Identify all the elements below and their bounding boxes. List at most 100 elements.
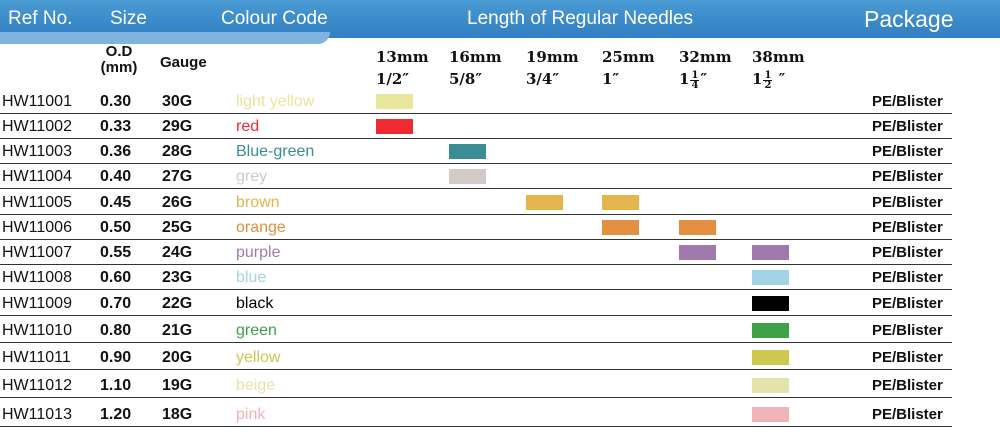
gauge-cell: 30G: [162, 93, 193, 110]
gauge-cell: 22G: [162, 295, 193, 312]
ref-no-cell: HW11009: [2, 295, 72, 312]
colour-code-header: Colour Code: [221, 8, 328, 29]
gauge-cell: 18G: [162, 406, 193, 423]
gauge-cell: 20G: [162, 349, 193, 366]
inch-mark: ″: [773, 70, 786, 88]
gauge-cell: 25G: [162, 219, 193, 236]
length-inch-label: 5/8″: [449, 70, 483, 88]
package-cell: PE/Blister: [872, 406, 943, 423]
od-cell: 0.45: [100, 194, 132, 211]
od-label: O.D: [105, 43, 133, 60]
colour-swatch: [376, 94, 413, 109]
row-divider: [0, 397, 952, 398]
ref-no-cell: HW11003: [2, 143, 72, 160]
table-row: HW11012 1.10 19G beige PE/Blister: [0, 373, 1000, 398]
length-col-header: 19mm 3/4″: [526, 46, 579, 90]
inch-fraction-num: 1: [690, 69, 700, 81]
gauge-cell: 23G: [162, 269, 193, 286]
length-inch-label: 1″: [602, 70, 620, 88]
colour-name-cell: black: [236, 295, 274, 312]
colour-name-cell: brown: [236, 194, 280, 211]
package-header: Package: [864, 6, 954, 32]
package-cell: PE/Blister: [872, 194, 943, 211]
length-inch-label: 3/4″: [526, 70, 560, 88]
package-cell: PE/Blister: [872, 269, 943, 286]
gauge-cell: 26G: [162, 194, 193, 211]
colour-swatch: [679, 220, 716, 235]
table-row: HW11003 0.36 28G Blue-green PE/Blister: [0, 139, 1000, 164]
gauge-cell: 19G: [162, 377, 193, 394]
ref-no-cell: HW11005: [2, 194, 72, 211]
gauge-cell: 21G: [162, 322, 193, 339]
od-cell: 0.70: [100, 295, 132, 312]
colour-name-cell: Blue-green: [236, 143, 315, 160]
package-cell: PE/Blister: [872, 93, 943, 110]
od-cell: 0.90: [100, 349, 132, 366]
table-row: HW11010 0.80 21G green PE/Blister: [0, 318, 1000, 343]
length-mm-label: 13mm: [376, 48, 429, 66]
row-divider: [0, 315, 952, 316]
ref-no-cell: HW11013: [2, 406, 72, 423]
table-row: HW11013 1.20 18G pink PE/Blister: [0, 402, 1000, 427]
gauge-cell: 27G: [162, 168, 193, 185]
row-divider: [0, 426, 952, 427]
row-divider: [0, 289, 952, 290]
package-cell: PE/Blister: [872, 219, 943, 236]
colour-name-cell: purple: [236, 244, 281, 261]
colour-name-cell: beige: [236, 377, 276, 394]
ref-no-cell: HW11002: [2, 118, 72, 135]
row-divider: [0, 369, 952, 370]
length-mm-label: 16mm: [449, 48, 502, 66]
gauge-cell: 24G: [162, 244, 193, 261]
length-col-header: 16mm 5/8″: [449, 46, 502, 90]
inch-fraction-den: 2: [764, 79, 772, 91]
od-subheader: O.D (mm): [99, 44, 139, 76]
length-mm-label: 19mm: [526, 48, 579, 66]
colour-name-cell: red: [236, 118, 260, 135]
gauge-cell: 29G: [162, 118, 193, 135]
inch-fraction-num: 1: [763, 69, 773, 81]
colour-swatch: [752, 378, 789, 393]
od-cell: 1.10: [100, 377, 132, 394]
package-cell: PE/Blister: [872, 244, 943, 261]
header-bar: [0, 0, 1000, 44]
colour-swatch: [752, 270, 789, 285]
od-cell: 0.55: [100, 244, 132, 261]
od-cell: 0.50: [100, 219, 132, 236]
row-divider: [0, 113, 952, 114]
colour-swatch: [752, 296, 789, 311]
row-divider: [0, 264, 952, 265]
colour-name-cell: grey: [236, 168, 268, 185]
ref-no-cell: HW11004: [2, 168, 72, 185]
length-col-header: 25mm 1″: [602, 46, 655, 90]
ref-no-cell: HW11008: [2, 269, 72, 286]
ref-no-cell: HW11011: [2, 349, 71, 366]
od-cell: 0.33: [100, 118, 132, 135]
length-mm-label: 38mm: [752, 48, 805, 66]
table-row: HW11009 0.70 22G black PE/Blister: [0, 291, 1000, 316]
colour-swatch: [449, 144, 486, 159]
row-divider: [0, 163, 952, 164]
package-cell: PE/Blister: [872, 322, 943, 339]
inch-whole: 1: [752, 70, 763, 88]
colour-swatch: [752, 245, 789, 260]
colour-name-cell: yellow: [236, 349, 281, 366]
od-cell: 0.36: [100, 143, 132, 160]
length-header: Length of Regular Needles: [467, 8, 694, 29]
colour-swatch: [752, 350, 789, 365]
colour-swatch: [679, 245, 716, 260]
package-cell: PE/Blister: [872, 377, 943, 394]
inch-whole: 1: [679, 70, 690, 88]
colour-swatch: [752, 407, 789, 422]
length-mm-label: 32mm: [679, 48, 732, 66]
package-cell: PE/Blister: [872, 295, 943, 312]
table-row: HW11008 0.60 23G blue PE/Blister: [0, 265, 1000, 290]
package-cell: PE/Blister: [872, 143, 943, 160]
length-inch-label: 1 1 4 ″: [679, 68, 732, 90]
table-row: HW11002 0.33 29G red PE/Blister: [0, 114, 1000, 139]
gauge-cell: 28G: [162, 143, 193, 160]
package-cell: PE/Blister: [872, 168, 943, 185]
